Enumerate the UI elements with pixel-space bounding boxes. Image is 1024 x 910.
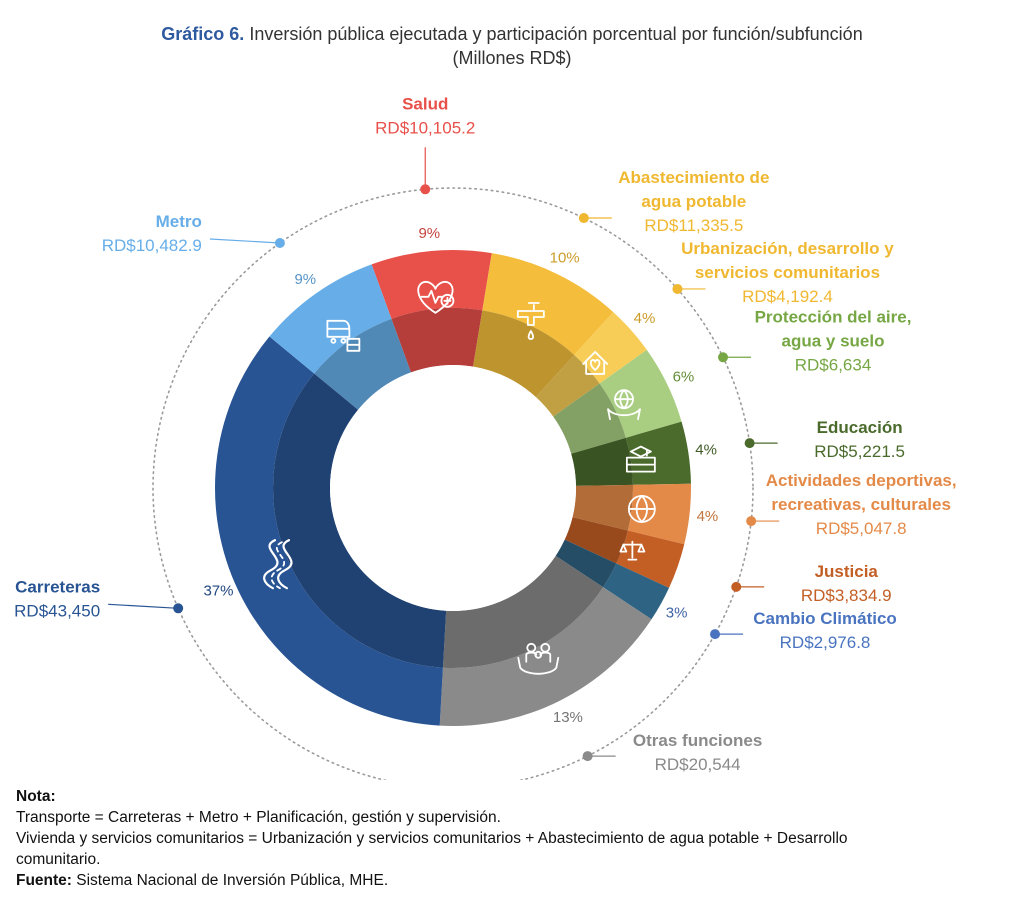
pct-label-cambio-climatico: 3% <box>666 605 688 622</box>
pct-label-carreteras: 37% <box>203 583 233 600</box>
dotted-ring <box>152 187 754 780</box>
slice-labels: Salud RD$10,105.2 Abastecimiento de agua po… <box>14 94 956 774</box>
slice-inner-justicia <box>564 517 628 564</box>
chart-title: Gráfico 6. Inversión pública ejecutada y… <box>0 22 1024 70</box>
percent-labels: 9% 10% 4% 6% 4% 4% 3% 13% 37% 9% <box>203 225 718 726</box>
label-value-urbanizacion-desarrollo-y-servicios-comunitarios: RD$4,192.4 <box>742 287 833 306</box>
label-abastecimiento-de-agua-potable: Abastecimiento de agua potable RD$11,335.5 <box>618 168 769 235</box>
slice-outer-cambio-climatico <box>603 563 670 620</box>
label-name-otras-funciones-0: Otras funciones <box>633 731 762 750</box>
pct-label-salud: 9% <box>418 225 440 242</box>
label-name-salud-0: Salud <box>402 94 448 113</box>
community-hands-icon <box>517 642 560 675</box>
note-heading: Nota: <box>16 788 56 805</box>
chart-subtitle: (Millones RD$) <box>452 48 572 68</box>
chart-title-lead: Gráfico 6. <box>161 24 245 44</box>
justice-scale-icon <box>619 540 646 561</box>
slice-inner-cambio-climatico <box>555 539 617 588</box>
label-value-cambio-climatico: RD$2,976.8 <box>780 633 871 652</box>
slice-inner-metro <box>314 318 411 410</box>
pct-label-proteccion-del-aire-agua-y-suelo: 6% <box>673 368 695 385</box>
leader-line-carreteras <box>108 603 179 609</box>
label-carreteras: Carreteras RD$43,450 <box>14 577 100 620</box>
label-name-cambio-climatico-0: Cambio Climático <box>753 609 897 628</box>
label-urbanizacion-desarrollo-y-servicios-comunitarios: Urbanización, desarrollo y servicios comu… <box>681 239 894 306</box>
books-icon <box>625 445 656 473</box>
slice-inner-abastecimiento-de-agua-potable <box>473 310 575 398</box>
label-educacion: Educación RD$5,221.5 <box>814 418 905 461</box>
donut-hole <box>330 365 576 611</box>
source-text: Sistema Nacional de Inversión Pública, M… <box>71 872 389 889</box>
slice-inner-carreteras <box>273 373 447 668</box>
label-salud: Salud RD$10,105.2 <box>375 94 475 137</box>
label-cambio-climatico: Cambio Climático RD$2,976.8 <box>753 609 897 652</box>
label-value-abastecimiento-de-agua-potable: RD$11,335.5 <box>644 216 743 235</box>
label-value-proteccion-del-aire-agua-y-suelo: RD$6,634 <box>795 355 872 374</box>
slice-outer-otras-funciones <box>439 587 652 726</box>
label-proteccion-del-aire-agua-y-suelo: Protección del aire, agua y suelo RD$6,634 <box>755 307 912 374</box>
label-value-educacion: RD$5,221.5 <box>814 442 905 461</box>
label-value-salud: RD$10,105.2 <box>375 118 475 137</box>
label-name-actividades-deportivas-recreativas-culturales-1: recreativas, culturales <box>771 495 951 514</box>
label-name-actividades-deportivas-recreativas-culturales-0: Actividades deportivas, <box>766 471 957 490</box>
chart-title-text: Inversión pública ejecutada y participac… <box>244 24 863 44</box>
dotted-guide-circle <box>152 187 754 780</box>
label-name-educacion-0: Educación <box>817 418 903 437</box>
globe-hands-icon <box>607 389 641 421</box>
pct-label-metro: 9% <box>294 271 316 288</box>
source-line: Fuente: Sistema Nacional de Inversión Pú… <box>16 870 1006 891</box>
slice-inner-otras-funciones <box>442 555 604 668</box>
label-value-otras-funciones: RD$20,544 <box>655 755 741 774</box>
slice-inner-actividades-deportivas-recreativas-culturales <box>572 484 633 531</box>
leader-line-metro <box>209 238 280 244</box>
label-value-carreteras: RD$43,450 <box>14 601 100 620</box>
label-name-abastecimiento-de-agua-potable-0: Abastecimiento de <box>618 168 769 187</box>
slice-outer-abastecimiento-de-agua-potable <box>482 253 614 355</box>
leader-lines <box>108 147 780 762</box>
pct-label-urbanizacion-desarrollo-y-servicios-comunitarios: 4% <box>634 310 656 327</box>
label-name-proteccion-del-aire-agua-y-suelo-0: Protección del aire, <box>755 307 912 326</box>
label-justicia: Justicia RD$3,834.9 <box>801 562 892 605</box>
label-value-actividades-deportivas-recreativas-culturales: RD$5,047.8 <box>816 519 907 538</box>
slice-outer-metro <box>269 264 392 374</box>
pct-label-otras-funciones: 13% <box>553 709 583 726</box>
label-value-metro: RD$10,482.9 <box>102 236 202 255</box>
pct-label-educacion: 4% <box>695 442 717 459</box>
label-actividades-deportivas-recreativas-culturales: Actividades deportivas, recreativas, cult… <box>766 471 957 538</box>
sports-ball-icon <box>627 495 656 523</box>
note-line-vivienda: Vivienda y servicios comunitarios = Urba… <box>16 830 848 847</box>
label-name-proteccion-del-aire-agua-y-suelo-1: agua y suelo <box>782 331 885 350</box>
label-name-metro-0: Metro <box>156 212 202 231</box>
label-otras-funciones: Otras funciones RD$20,544 <box>633 731 762 774</box>
pct-label-actividades-deportivas-recreativas-culturales: 4% <box>697 508 719 525</box>
label-value-justicia: RD$3,834.9 <box>801 586 892 605</box>
slice-inner-proteccion-del-aire-agua-y-suelo <box>553 383 626 454</box>
train-bus-icon <box>326 319 361 352</box>
slice-inner-urbanizacion-desarrollo-y-servicios-comunitarios <box>535 354 600 417</box>
label-metro: Metro RD$10,482.9 <box>102 212 202 255</box>
slice-inner-salud <box>391 308 483 373</box>
label-name-urbanizacion-desarrollo-y-servicios-comunitarios-1: servicios comunitarios <box>695 263 880 282</box>
note-block: Nota: Transporte = Carreteras + Metro + … <box>16 786 1006 891</box>
water-tap-icon <box>516 302 545 340</box>
slice-inner-educacion <box>571 437 633 486</box>
slice-icons <box>263 280 656 675</box>
note-line-transporte: Transporte = Carreteras + Metro + Planif… <box>16 809 501 826</box>
label-name-justicia-0: Justicia <box>815 562 879 581</box>
house-hands-icon <box>582 351 609 375</box>
label-name-urbanizacion-desarrollo-y-servicios-comunitarios-0: Urbanización, desarrollo y <box>681 239 894 258</box>
heart-pulse-icon <box>417 280 455 314</box>
label-name-abastecimiento-de-agua-potable-1: agua potable <box>641 192 746 211</box>
label-name-carreteras-0: Carreteras <box>15 577 100 596</box>
pct-label-abastecimiento-de-agua-potable: 10% <box>550 250 580 267</box>
donut-outer-ring <box>214 250 691 726</box>
donut-inner-ring <box>273 308 633 668</box>
slice-outer-educacion <box>625 421 691 485</box>
slice-outer-carreteras <box>214 336 443 726</box>
note-line-vivienda-cont: comunitario. <box>16 851 101 868</box>
road-icon <box>263 539 293 590</box>
donut-chart: 9% 10% 4% 6% 4% 4% 3% 13% 37% 9% Salud RD$10,105.2… <box>14 94 957 780</box>
source-label: Fuente: <box>16 872 72 889</box>
